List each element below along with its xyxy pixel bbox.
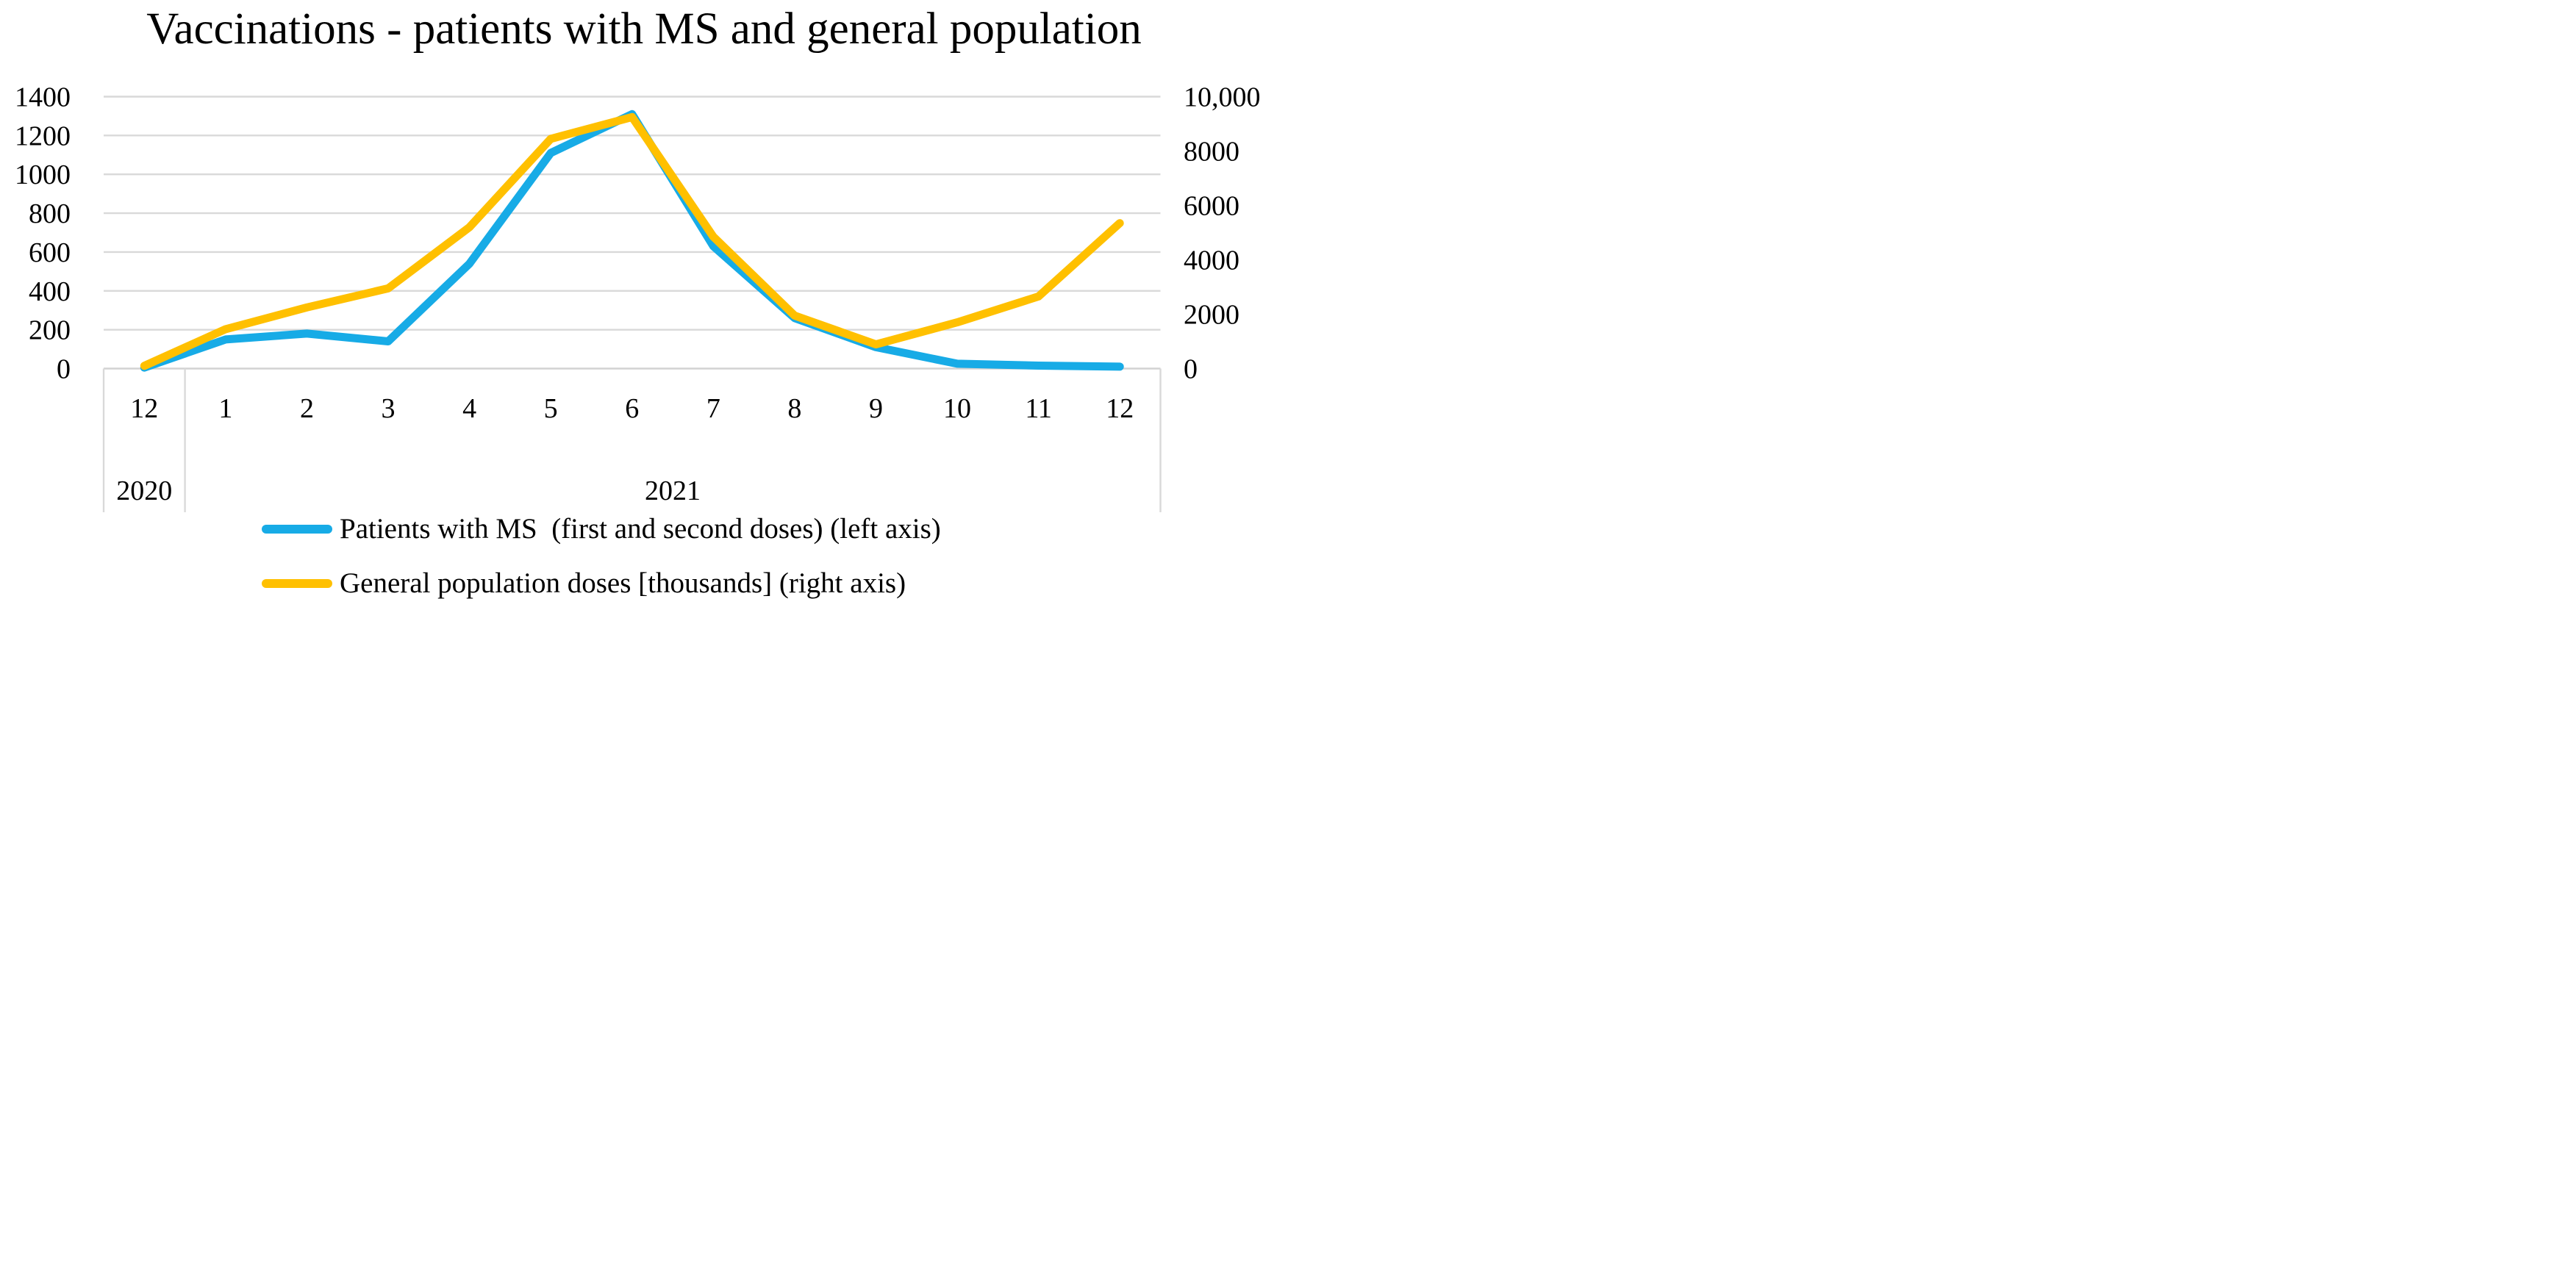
y-axis-right-tick-label: 8000 <box>1184 137 1239 168</box>
y-axis-right-tick-label: 10,000 <box>1184 82 1261 113</box>
chart-canvas: 0 200 400 600 800 1000 1200 1400 0 2000 4000 6000 80… <box>15 82 1261 512</box>
x-axis-month-label: 12 <box>130 393 158 424</box>
x-axis-month-label: 1 <box>218 393 232 424</box>
x-axis-month-label: 12 <box>1106 393 1134 424</box>
y-axis-right-tick-label: 4000 <box>1184 245 1239 276</box>
legend-label-general-population: General population doses [thousands] (ri… <box>340 567 906 599</box>
series-line-general-population <box>140 112 1124 370</box>
x-axis-month-label: 11 <box>1025 393 1052 424</box>
legend-swatch-yellow-line <box>262 578 332 588</box>
x-axis-year-label-2021: 2021 <box>645 475 701 506</box>
chart-figure: Vaccinations - patients with MS and gene… <box>0 0 1288 634</box>
x-axis-month-label: 4 <box>462 393 476 424</box>
chart-title: Vaccinations - patients with MS and gene… <box>146 4 1142 54</box>
x-axis-month-label: 7 <box>706 393 720 424</box>
y-axis-left-tick-label: 400 <box>29 276 71 307</box>
x-axis-month-label: 9 <box>869 393 883 424</box>
legend-item-general-population: General population doses [thousands] (ri… <box>262 569 941 597</box>
legend: Patients with MS (first and second doses… <box>262 514 941 597</box>
x-axis-month-label: 3 <box>382 393 396 424</box>
y-axis-right-tick-label: 2000 <box>1184 300 1239 331</box>
y-axis-left-tick-label: 1000 <box>15 159 71 190</box>
x-axis-month-label: 10 <box>943 393 971 424</box>
y-axis-left-tick-label: 1200 <box>15 121 71 151</box>
x-axis-month-label: 8 <box>787 393 801 424</box>
y-axis-left-tick-label: 600 <box>29 237 71 268</box>
y-axis-left-tick-label: 200 <box>29 315 71 346</box>
x-axis-month-label: 6 <box>625 393 639 424</box>
y-axis-right-tick-label: 0 <box>1184 354 1198 385</box>
legend-swatch-blue-line <box>262 524 332 534</box>
x-axis-month-label: 2 <box>300 393 314 424</box>
y-axis-right-tick-label: 6000 <box>1184 191 1239 222</box>
legend-item-patients-ms: Patients with MS (first and second doses… <box>262 514 941 543</box>
legend-label-patients-ms: Patients with MS (first and second doses… <box>340 513 941 545</box>
x-axis-month-label: 5 <box>544 393 558 424</box>
y-axis-left-tick-label: 800 <box>29 198 71 229</box>
y-axis-left-tick-label: 1400 <box>15 82 71 113</box>
x-axis-year-label-2020: 2020 <box>116 475 172 506</box>
y-axis-left-tick-label: 0 <box>57 354 71 385</box>
